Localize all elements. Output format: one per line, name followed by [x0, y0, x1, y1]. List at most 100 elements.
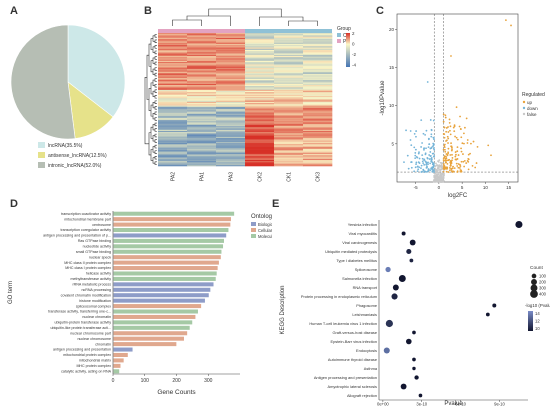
- heatmap-cell: [245, 52, 275, 54]
- heatmap-cell: [245, 95, 275, 98]
- heatmap-cell: [245, 49, 275, 52]
- heatmap-cell: [274, 116, 304, 118]
- heatmap-cell: [274, 59, 304, 62]
- row-dendrogram-branch: [152, 35, 155, 42]
- heatmap-cell: [274, 70, 304, 72]
- volcano-point: [447, 171, 450, 173]
- heatmap-cell: [274, 110, 304, 112]
- go-bar: [113, 352, 128, 357]
- heatmap-cell: [303, 118, 333, 121]
- heatmap-cell: [187, 53, 217, 56]
- volcano-point: [444, 167, 447, 170]
- volcano-point: [430, 167, 433, 170]
- volcano-point: [443, 136, 446, 139]
- heatmap-cell: [187, 82, 217, 85]
- volcano-point: [425, 147, 427, 150]
- kegg-term-label: Epstein-Barr virus infection: [331, 339, 378, 344]
- x-tick-label: 300: [204, 378, 213, 384]
- heatmap-cell: [187, 110, 217, 112]
- heatmap-cell: [303, 77, 333, 80]
- heatmap-cell: [158, 89, 188, 92]
- color-legend-tick: 14: [535, 311, 540, 316]
- heatmap-cell: [303, 93, 333, 95]
- heatmap-cell: [245, 110, 275, 112]
- heatmap-cell: [303, 134, 333, 137]
- row-dendrogram-branch: [152, 68, 155, 75]
- kegg-term-label: RNA transport: [353, 285, 378, 290]
- heatmap-cell: [303, 57, 333, 59]
- heatmap-cell: [274, 118, 304, 121]
- heatmap-cell: [303, 163, 333, 166]
- heatmap-cell: [303, 151, 333, 153]
- heatmap-cell: [187, 91, 217, 93]
- heatmap-cell: [187, 99, 217, 102]
- go-bar: [113, 298, 205, 303]
- heatmap-cell: [216, 101, 246, 104]
- heatmap-cell: [216, 134, 246, 137]
- go-term-label: nuclear speck: [89, 255, 111, 259]
- heatmap-cell: [245, 135, 275, 138]
- heatmap-cell: [303, 95, 333, 98]
- volcano-point: [410, 161, 412, 164]
- heatmap-cell: [274, 46, 304, 48]
- volcano-point: [420, 171, 423, 173]
- heatmap-cell: [187, 87, 217, 89]
- heatmap-cell: [303, 124, 333, 127]
- volcano-point: [460, 160, 463, 163]
- heatmap-cell: [158, 161, 188, 163]
- volcano-point: [424, 152, 427, 155]
- heatmap-cell: [303, 112, 333, 115]
- row-dendrogram-branch: [146, 54, 149, 100]
- volcano-point: [423, 159, 425, 162]
- heatmap-scale-bar: [346, 33, 350, 67]
- heatmap-cell: [303, 83, 333, 86]
- heatmap-cell: [187, 159, 217, 162]
- heatmap-cell: [158, 163, 188, 166]
- heatmap-cell: [245, 141, 275, 144]
- volcano-point: [505, 19, 507, 22]
- heatmap-cell: [158, 83, 188, 86]
- count-legend-dot: [530, 284, 538, 292]
- pie-chart: lncRNA(35.5%) antisense_lncRNA(12.5%)intr…: [10, 24, 126, 169]
- heatmap-cell: [303, 147, 333, 150]
- heatmap-cell: [216, 74, 246, 76]
- heatmap-cell: [245, 127, 275, 129]
- heatmap-column-label: PA2: [171, 172, 177, 181]
- heatmap-cell: [187, 51, 217, 53]
- heatmap-cell: [245, 76, 275, 79]
- heatmap-cell: [187, 59, 217, 62]
- heatmap-cell: [187, 133, 217, 135]
- volcano-point: [447, 142, 449, 144]
- go-term-label: covalent chromatin modification: [61, 293, 111, 297]
- volcano-point: [487, 144, 490, 147]
- heatmap-cell: [245, 130, 275, 133]
- group-bar-cell: [274, 29, 303, 33]
- heatmap-cell: [158, 33, 188, 35]
- heatmap-cell: [303, 130, 333, 133]
- go-bar: [113, 238, 224, 243]
- heatmap-cell: [158, 136, 188, 139]
- panel-label-d: D: [10, 198, 18, 210]
- heatmap-cell: [274, 135, 304, 138]
- volcano-point: [435, 168, 438, 171]
- heatmap-cell: [274, 39, 304, 41]
- heatmap-cell: [303, 59, 333, 62]
- heatmap-cell: [303, 141, 333, 144]
- volcano-point: [414, 152, 417, 154]
- heatmap-cell: [187, 140, 217, 143]
- volcano-point: [405, 129, 407, 132]
- heatmap-cell: [303, 140, 333, 143]
- heatmap-cell: [216, 36, 246, 39]
- volcano-point: [410, 144, 413, 147]
- heatmap-cell: [303, 107, 333, 110]
- heatmap-cell: [245, 126, 275, 128]
- heatmap-cell: [216, 121, 246, 123]
- regulated-legend-label: down: [527, 106, 538, 111]
- heatmap-cell: [187, 155, 217, 157]
- heatmap-cell: [158, 104, 188, 106]
- volcano-point: [446, 167, 449, 170]
- heatmap-cell: [158, 34, 188, 36]
- heatmap-cell: [303, 105, 333, 108]
- volcano-point: [414, 148, 417, 151]
- heatmap-cell: [245, 150, 275, 152]
